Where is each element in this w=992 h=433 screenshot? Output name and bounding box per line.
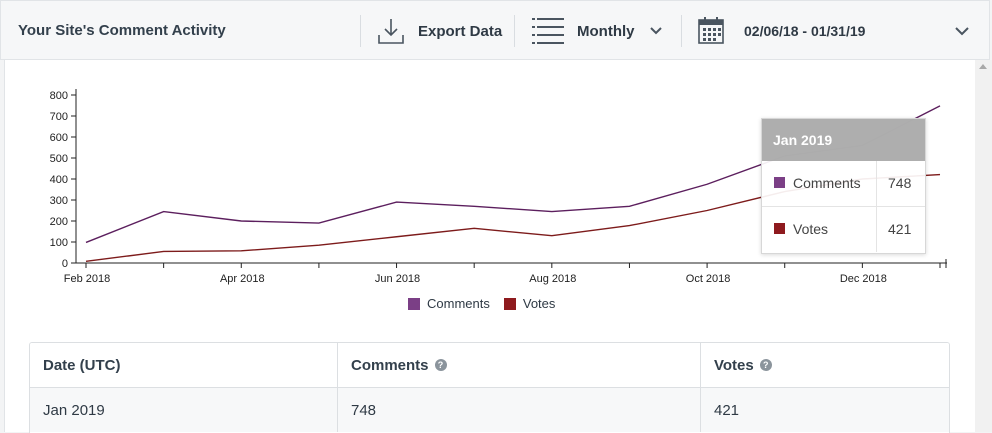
cell-votes: 421 (701, 388, 949, 432)
divider (876, 161, 877, 206)
cell-date: Jan 2019 (30, 388, 338, 432)
y-tick-label: 200 (50, 216, 68, 228)
tooltip-value: 421 (888, 221, 911, 237)
header-label: Date (UTC) (43, 357, 121, 374)
tooltip-title: Jan 2019 (762, 119, 925, 161)
legend-item-votes[interactable]: Votes (504, 296, 556, 311)
tooltip-row-comments: Comments 748 (762, 161, 925, 207)
legend-item-comments[interactable]: Comments (408, 296, 490, 311)
y-tick-label: 700 (50, 111, 68, 123)
cell-comments: 748 (338, 388, 701, 432)
votes-swatch (774, 223, 785, 234)
table-row: Jan 2019 748 421 (30, 388, 949, 432)
y-tick-label: 500 (50, 153, 68, 165)
y-tick-label: 600 (50, 132, 68, 144)
y-tick-label: 0 (62, 258, 68, 270)
chart-legend: Comments Votes (408, 296, 569, 311)
header-label: Votes (714, 357, 754, 374)
legend-swatch (504, 298, 516, 310)
tooltip-label: Comments (793, 175, 861, 191)
y-tick-label: 400 (50, 174, 68, 186)
activity-table: Date (UTC) Comments? Votes? Jan 2019 748… (29, 342, 950, 433)
x-tick-label: Aug 2018 (529, 273, 576, 285)
x-tick-label: Apr 2018 (220, 273, 265, 285)
y-tick-label: 800 (50, 90, 68, 102)
table-header: Date (UTC) Comments? Votes? (30, 343, 949, 388)
x-tick-label: Dec 2018 (840, 273, 887, 285)
column-header-comments[interactable]: Comments? (338, 343, 701, 387)
y-tick-label: 100 (50, 237, 68, 249)
legend-label: Votes (523, 296, 556, 311)
column-header-votes[interactable]: Votes? (701, 343, 949, 387)
tooltip-label: Votes (793, 221, 828, 237)
header-label: Comments (351, 357, 429, 374)
chart-tooltip: Jan 2019 Comments 748 Votes 421 (761, 118, 926, 254)
tooltip-value: 748 (888, 175, 911, 191)
x-tick-label: Feb 2018 (64, 273, 110, 285)
help-icon[interactable]: ? (760, 359, 772, 371)
help-icon[interactable]: ? (435, 359, 447, 371)
legend-swatch (408, 298, 420, 310)
tooltip-row-votes: Votes 421 (762, 207, 925, 252)
x-tick-label: Jun 2018 (375, 273, 420, 285)
column-header-date[interactable]: Date (UTC) (30, 343, 338, 387)
comments-swatch (774, 177, 785, 188)
x-tick-label: Oct 2018 (686, 273, 731, 285)
divider (876, 207, 877, 252)
legend-label: Comments (427, 296, 490, 311)
y-tick-label: 300 (50, 195, 68, 207)
